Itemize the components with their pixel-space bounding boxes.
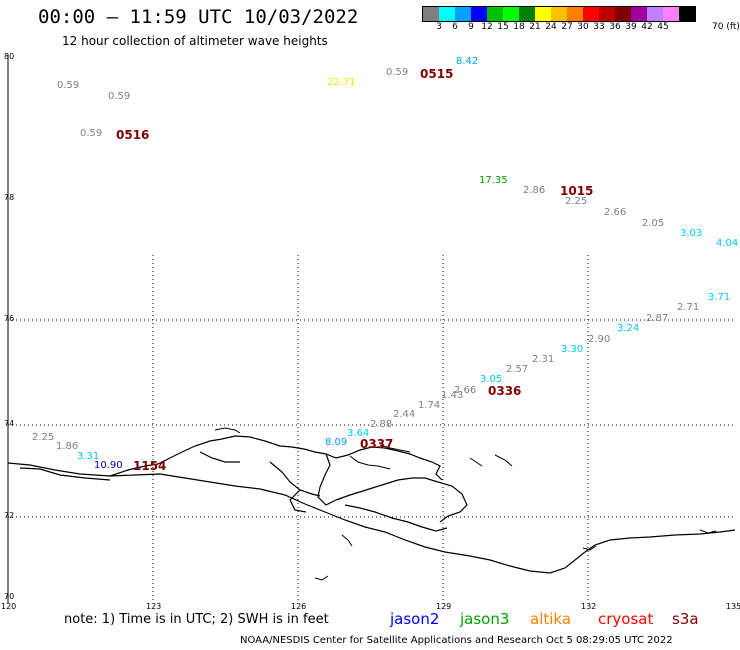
- color-scale-swatch: [551, 7, 567, 21]
- pass-time-label: 1015: [560, 184, 594, 198]
- pass-time-label: 0515: [420, 67, 454, 81]
- lat-label: 74: [4, 419, 15, 428]
- color-scale-label: 18: [513, 22, 525, 32]
- wave-height-value: 17.35: [479, 175, 508, 186]
- lat-label: 76: [4, 314, 15, 323]
- lon-label: 135: [726, 602, 740, 611]
- color-scale-swatch: [455, 7, 471, 21]
- coastline: [7, 435, 736, 574]
- color-scale-label: 36: [609, 22, 621, 32]
- color-scale-swatch: [583, 7, 599, 21]
- wave-height-value: 3.71: [708, 292, 731, 303]
- color-scale-label: 9: [468, 22, 474, 32]
- color-scale-swatch: [679, 7, 695, 21]
- wave-height-value: 3.64: [347, 428, 370, 439]
- color-scale-swatch: [663, 7, 679, 21]
- wave-height-value: 3.30: [561, 344, 584, 355]
- wave-height-value: 22.71: [327, 77, 356, 88]
- color-scale-swatch: [567, 7, 583, 21]
- lat-label: 70: [4, 592, 15, 601]
- color-scale-unit: 70 (ft): [712, 22, 740, 32]
- color-scale-swatch: [535, 7, 551, 21]
- color-scale-swatch: [631, 7, 647, 21]
- wave-height-value: 2.71: [677, 302, 700, 313]
- wave-height-value: 10.90: [94, 460, 123, 471]
- wave-height-value: 1.74: [418, 400, 441, 411]
- color-scale-swatch: [439, 7, 455, 21]
- lon-label: 120: [1, 602, 17, 611]
- wave-height-value: 2.66: [454, 385, 477, 396]
- color-scale-label: 12: [481, 22, 493, 32]
- wave-height-value: 8.42: [456, 56, 479, 67]
- color-scale-label: 24: [545, 22, 557, 32]
- color-scale-swatch: [487, 7, 503, 21]
- wave-height-value: 0.59: [386, 67, 409, 78]
- color-scale-swatch: [599, 7, 615, 21]
- lon-label: 129: [436, 602, 452, 611]
- wave-height-value: 2.90: [588, 334, 611, 345]
- wave-height-value: 2.87: [646, 313, 669, 324]
- wave-height-value: 4.04: [716, 238, 739, 249]
- wave-height-value: 3.31: [77, 451, 100, 462]
- wave-height-value: 2.05: [642, 218, 665, 229]
- color-scale-swatch: [471, 7, 487, 21]
- wave-height-value: 8.09: [325, 437, 348, 448]
- map-subtitle: 12 hour collection of altimeter wave hei…: [62, 34, 328, 48]
- wave-height-value: 2.57: [506, 364, 529, 375]
- color-scale-label: 39: [625, 22, 637, 32]
- satellite-legend-item: s3a: [672, 610, 699, 628]
- footer-credit: NOAA/NESDIS Center for Satellite Applica…: [240, 635, 673, 646]
- satellite-legend-item: cryosat: [598, 610, 654, 628]
- color-scale-label: 33: [593, 22, 605, 32]
- color-scale-label: 6: [452, 22, 458, 32]
- wave-height-value: 3.03: [680, 228, 703, 239]
- color-scale-label: 42: [641, 22, 653, 32]
- islands: [214, 427, 717, 581]
- wave-height-value: 2.31: [532, 354, 555, 365]
- pass-time-label: 1154: [133, 459, 167, 473]
- lon-label: 123: [146, 602, 162, 611]
- wave-height-value: 2.88: [370, 419, 393, 430]
- wave-height-value: 1.86: [56, 441, 79, 452]
- footer-note: note: 1) Time is in UTC; 2) SWH is in fe…: [64, 612, 329, 627]
- color-scale-label: 45: [657, 22, 669, 32]
- wave-height-value: 1.43: [441, 390, 464, 401]
- color-scale-label: 27: [561, 22, 573, 32]
- satellite-legend-item: jason3: [460, 610, 510, 628]
- lon-label: 126: [291, 602, 307, 611]
- wave-height-value: 2.86: [523, 185, 546, 196]
- color-scale-label: 3: [436, 22, 442, 32]
- color-scale-bar: [422, 6, 696, 22]
- pass-time-label: 0337: [360, 437, 394, 451]
- wave-height-value: 3.05: [480, 374, 503, 385]
- wave-height-value: 3.24: [617, 323, 640, 334]
- pass-time-label: 0336: [488, 384, 522, 398]
- pass-time-label: 0516: [116, 128, 150, 142]
- color-scale-label: 30: [577, 22, 589, 32]
- color-scale-swatch: [423, 7, 439, 21]
- lat-label: 72: [4, 511, 15, 520]
- wave-height-value: 2.25: [565, 196, 588, 207]
- satellite-legend-item: jason2: [390, 610, 440, 628]
- color-scale-swatch: [647, 7, 663, 21]
- map-title: 00:00 – 11:59 UTC 10/03/2022: [38, 6, 359, 28]
- wave-height-value: 2.25: [32, 432, 55, 443]
- wave-height-value: 0.59: [57, 80, 80, 91]
- color-scale-swatch: [503, 7, 519, 21]
- lat-label: 78: [4, 193, 15, 202]
- color-scale-label: 21: [529, 22, 541, 32]
- color-scale-swatch: [615, 7, 631, 21]
- wave-height-value: 2.44: [393, 409, 416, 420]
- wave-height-value: 0.59: [80, 128, 103, 139]
- wave-height-value: 2.66: [604, 207, 627, 218]
- wave-height-value: 0.59: [108, 91, 131, 102]
- color-scale-label: 15: [497, 22, 509, 32]
- lon-label: 132: [581, 602, 597, 611]
- satellite-legend-item: altika: [530, 610, 572, 628]
- color-scale-swatch: [519, 7, 535, 21]
- lat-label: 80: [4, 52, 15, 61]
